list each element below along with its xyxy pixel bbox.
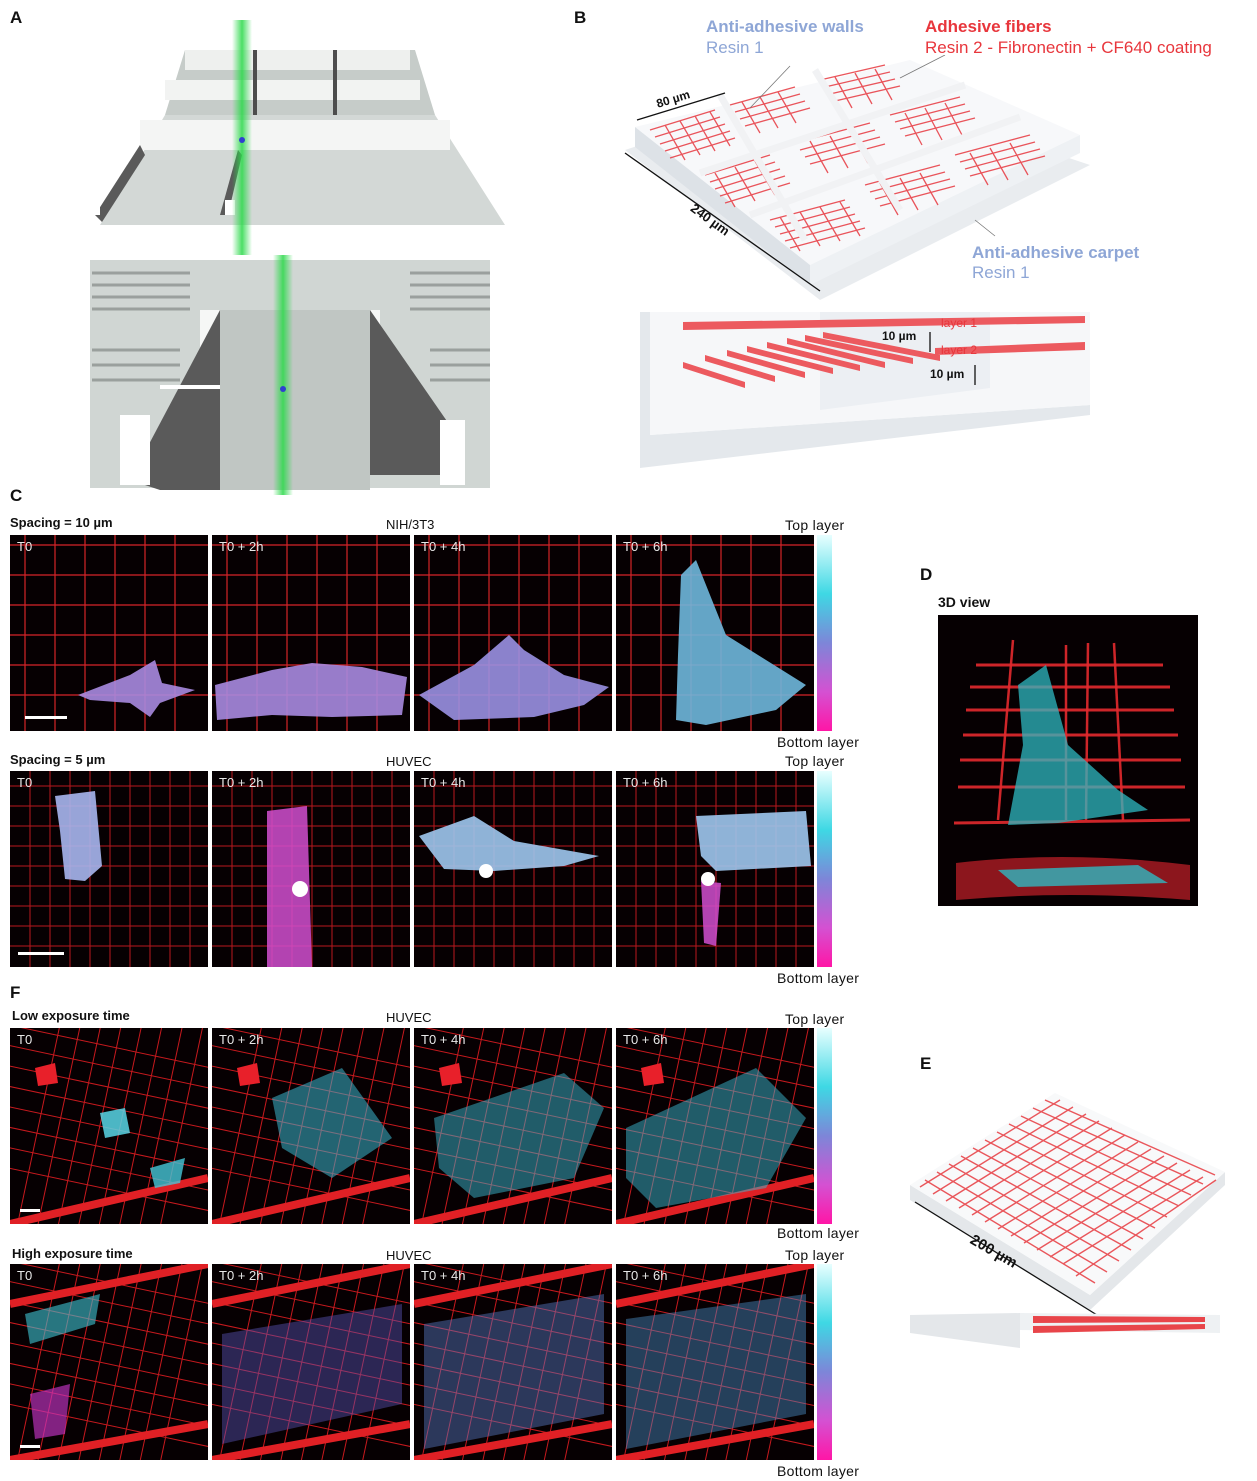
- c-row1-tile-6h: T0 + 6h: [616, 535, 814, 731]
- f-row2-top-layer: Top layer: [785, 1247, 845, 1263]
- c-row2-time-t0: T0: [17, 775, 33, 790]
- f-row1-top-layer: Top layer: [785, 1011, 845, 1027]
- c-row2-time-6h: T0 + 6h: [623, 775, 668, 790]
- panel-label-f: F: [10, 983, 21, 1002]
- c-row2-bottom-layer: Bottom layer: [777, 970, 860, 986]
- d-3d-view-image: [938, 615, 1198, 906]
- f-row1-time-2h: T0 + 2h: [219, 1032, 264, 1047]
- panel-label-e: E: [920, 1054, 932, 1073]
- c-row1-time-4h: T0 + 4h: [421, 539, 466, 554]
- c-row1-time-2h: T0 + 2h: [219, 539, 264, 554]
- gap-bottom-label: 10 µm: [930, 367, 965, 381]
- c-row2-celltype: HUVEC: [386, 754, 432, 769]
- panel-a-render: [90, 20, 505, 495]
- walls-resin: Resin 1: [706, 38, 764, 57]
- f-row2-tile-4h: T0 + 4h: [414, 1264, 612, 1460]
- gap-top-label: 10 µm: [882, 329, 917, 343]
- fibers-title: Adhesive fibers: [925, 17, 1052, 36]
- c-row1-title: Spacing = 10 µm: [10, 515, 113, 530]
- c-row2-title: Spacing = 5 µm: [10, 752, 106, 767]
- f-row2-celltype: HUVEC: [386, 1248, 432, 1263]
- f-row1-colorbar: [817, 1028, 832, 1224]
- c-row2-tile-6h: T0 + 6h: [616, 771, 814, 967]
- c-row1-top-layer: Top layer: [785, 517, 845, 533]
- f-row1-bottom-layer: Bottom layer: [777, 1225, 860, 1241]
- f-row1-scalebar: [20, 1209, 40, 1212]
- fiber-layers-model: [640, 312, 1090, 468]
- f-row2-tile-2h: T0 + 2h: [212, 1264, 410, 1460]
- c-row2-tile-t0: T0: [10, 771, 208, 967]
- c-row1-tile-4h: T0 + 4h: [414, 535, 612, 731]
- f-row2-colorbar: [817, 1264, 832, 1460]
- f-row1-celltype: HUVEC: [386, 1010, 432, 1025]
- c-row1-celltype: NIH/3T3: [386, 517, 435, 532]
- c-row2-tile-4h: T0 + 4h: [414, 771, 612, 967]
- e-substrate-model: [910, 1093, 1225, 1348]
- top-focus-point: [239, 137, 245, 143]
- bottom-laser-beam: [273, 255, 293, 495]
- c-row2-scalebar: [18, 952, 64, 955]
- top-chamber-model: [90, 50, 505, 225]
- chamber-3d-model: [624, 55, 1090, 300]
- carpet-resin: Resin 1: [972, 263, 1030, 282]
- carpet-title: Anti-adhesive carpet: [972, 243, 1140, 262]
- fibers-resin: Resin 2 - Fibronectin + CF640 coating: [925, 38, 1212, 57]
- c-row1-tile-2h: T0 + 2h: [212, 535, 410, 731]
- c-row2-time-4h: T0 + 4h: [421, 775, 466, 790]
- f-row2-time-t0: T0: [17, 1268, 33, 1283]
- panel-label-d: D: [920, 565, 933, 584]
- c-row1-time-6h: T0 + 6h: [623, 539, 668, 554]
- layer1-label: layer 1: [941, 316, 978, 330]
- f-row2-bottom-layer: Bottom layer: [777, 1463, 860, 1479]
- c-row2-colorbar: [817, 771, 832, 967]
- c-row2-top-layer: Top layer: [785, 753, 845, 769]
- f-row1-title: Low exposure time: [12, 1008, 130, 1023]
- f-row2-time-4h: T0 + 4h: [421, 1268, 466, 1283]
- f-row1-time-4h: T0 + 4h: [421, 1032, 466, 1047]
- c-row1-tile-t0: T0: [10, 535, 208, 731]
- f-row2-time-2h: T0 + 2h: [219, 1268, 264, 1283]
- f-row2-tile-6h: T0 + 6h: [616, 1264, 814, 1460]
- f-row2-title: High exposure time: [12, 1246, 133, 1261]
- c-row2-time-2h: T0 + 2h: [219, 775, 264, 790]
- f-row1-tile-6h: T0 + 6h: [616, 1028, 814, 1224]
- c-row1-colorbar: [817, 535, 832, 731]
- panel-label-a: A: [10, 8, 23, 27]
- c-row1-time-t0: T0: [17, 539, 33, 554]
- f-row1-tile-4h: T0 + 4h: [414, 1028, 612, 1224]
- f-row2-tile-t0: T0: [10, 1264, 208, 1460]
- f-row1-tile-t0: T0: [10, 1028, 208, 1224]
- d-title: 3D view: [938, 594, 991, 610]
- f-row2-scalebar: [20, 1445, 40, 1448]
- layer2-label: layer 2: [941, 343, 978, 357]
- walls-title: Anti-adhesive walls: [706, 17, 864, 36]
- panel-label-b: B: [574, 8, 587, 27]
- f-row1-time-6h: T0 + 6h: [623, 1032, 668, 1047]
- c-row1-scalebar: [25, 716, 67, 719]
- bottom-focus-point: [280, 386, 286, 392]
- f-row1-time-t0: T0: [17, 1032, 33, 1047]
- c-row2-tile-2h: T0 + 2h: [212, 771, 410, 967]
- f-row2-time-6h: T0 + 6h: [623, 1268, 668, 1283]
- c-row1-bottom-layer: Bottom layer: [777, 734, 860, 750]
- panel-label-c: C: [10, 486, 23, 505]
- f-row1-tile-2h: T0 + 2h: [212, 1028, 410, 1224]
